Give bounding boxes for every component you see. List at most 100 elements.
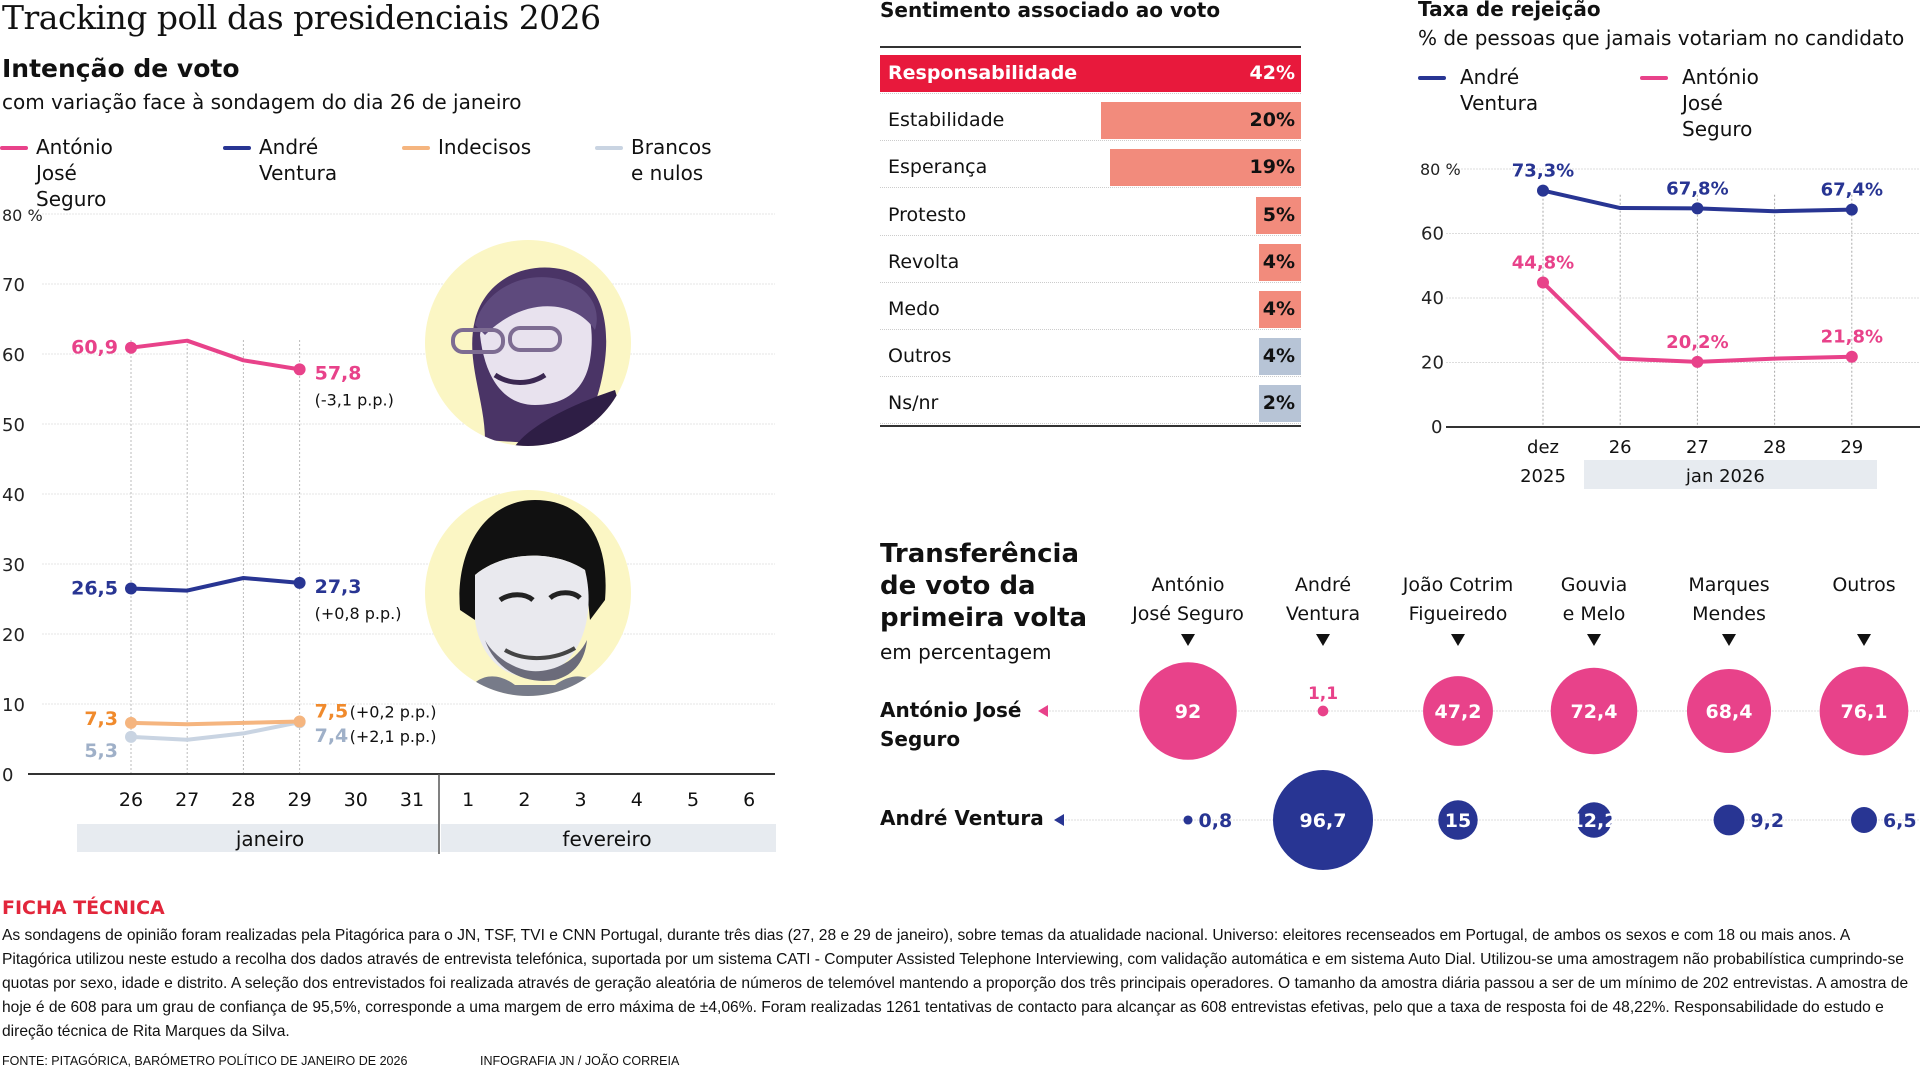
x-tick-label: 31: [400, 789, 424, 811]
bubble-value-label: 0,8: [1199, 810, 1233, 832]
bar-value-label: 4%: [1262, 298, 1295, 320]
row-label: António José Seguro: [880, 698, 1022, 751]
bar-category-label: Revolta: [888, 250, 960, 273]
legend-label: António José Seguro: [36, 135, 113, 211]
bar-value-label: 2%: [1262, 392, 1295, 415]
x-tick-label: 5: [687, 789, 699, 811]
y-tick-label: 60: [2, 345, 25, 366]
bar-row: Medo 4%: [880, 286, 1301, 330]
value-label: 44,8%: [1512, 253, 1574, 274]
section-caption-transferencia: em percentagem: [880, 640, 1052, 664]
portrait-seguro-icon: [451, 267, 631, 446]
bubble: [1273, 770, 1373, 870]
row-label: André Ventura: [880, 806, 1044, 830]
bar-category-label: Ns/nr: [888, 392, 939, 415]
bubble-value-label: 1,1: [1308, 684, 1338, 704]
triangle-left-icon: [1054, 814, 1064, 826]
y-tick-label: 80 %: [1420, 160, 1461, 179]
y-tick-label: 80 %: [2, 206, 43, 225]
legend-label: André Ventura: [1460, 65, 1539, 115]
bar-row: Estabilidade 20%: [880, 97, 1301, 142]
x-sub-label: 2025: [1520, 466, 1566, 487]
bubble-value-label: 72,4: [1571, 701, 1618, 723]
sentimento-bottom-rule: [880, 425, 1301, 427]
bar-row: Revolta 4%: [880, 239, 1301, 283]
start-value-label: 5,3: [84, 740, 118, 762]
x-sub-label: jan 2026: [1685, 466, 1765, 487]
value-label: 67,4%: [1821, 180, 1883, 201]
triangle-down-icon: [1181, 634, 1195, 646]
start-value-label: 60,9: [71, 337, 118, 359]
legend-swatch-icon: [1640, 76, 1668, 80]
column-header: João Cotrim Figueiredo: [1402, 574, 1514, 625]
bar: [1109, 149, 1301, 187]
data-point: [1537, 276, 1549, 289]
bubble: [1686, 668, 1772, 754]
legend-swatch-icon: [595, 146, 623, 150]
bar-category-label: Responsabilidade: [888, 62, 1078, 84]
x-tick-label: 2: [518, 789, 530, 811]
end-value-label: 7,5: [315, 701, 349, 723]
series-line-1: [130, 576, 300, 593]
data-point: [125, 341, 137, 354]
legend-label: Brancos e nulos: [631, 135, 712, 185]
legend-label: António José Seguro: [1682, 65, 1759, 141]
y-tick-label: 40: [1421, 288, 1444, 309]
x-tick-label: 28: [231, 789, 255, 811]
x-tick-label: 27: [175, 789, 199, 811]
bubble-value-label: 96,7: [1300, 810, 1347, 832]
month-band-janeiro: [77, 824, 438, 852]
series-line-3: [130, 720, 300, 742]
month-band: [1584, 460, 1877, 489]
bar-value-label: 20%: [1249, 109, 1295, 132]
sentimento-top-rule: [880, 46, 1301, 48]
data-point: [293, 715, 306, 728]
bar-category-label: Outros: [888, 345, 952, 368]
bubble-value-label: 9,2: [1750, 810, 1784, 832]
x-tick-label: 6: [743, 789, 755, 811]
bar: [1259, 338, 1301, 376]
y-tick-label: 70: [2, 275, 25, 296]
value-label: 20,2%: [1666, 332, 1728, 353]
data-point: [293, 576, 306, 589]
bubble: [1576, 802, 1612, 838]
change-label: (+2,1 p.p.): [350, 727, 437, 746]
legend-swatch-icon: [0, 146, 28, 150]
start-value-label: 7,3: [84, 708, 118, 730]
bar-row: Responsabilidade 42%: [880, 50, 1301, 94]
x-tick-label: 28: [1763, 437, 1786, 458]
change-label: (-3,1 p.p.): [315, 390, 394, 409]
bubble-value-label: 68,4: [1706, 701, 1753, 723]
column-header: André Ventura: [1285, 574, 1361, 625]
month-label: fevereiro: [562, 827, 651, 851]
legend-label: Indecisos: [438, 135, 532, 159]
triangle-down-icon: [1587, 634, 1601, 646]
y-tick-label: 30: [2, 555, 25, 576]
column-header: Outros: [1832, 574, 1896, 596]
section-title-transferencia: Transferência de voto da primeira volta: [880, 539, 1088, 633]
x-tick-label: 29: [1840, 437, 1863, 458]
main-title: Tracking poll das presidenciais 2026: [2, 0, 601, 37]
value-label: 67,8%: [1666, 178, 1728, 199]
change-label: (+0,8 p.p.): [315, 604, 402, 623]
data-point: [1691, 355, 1704, 368]
bubble-value-label: 76,1: [1841, 701, 1888, 723]
bubble-value-label: 12,2: [1571, 810, 1618, 832]
ficha-tecnica-title: FICHA TÉCNICA: [2, 897, 165, 919]
data-point: [1845, 203, 1858, 216]
bubble: [1438, 800, 1478, 840]
series-line-2: [130, 719, 300, 727]
footer-credit: INFOGRAFIA JN / JOÃO CORREIA: [480, 1054, 680, 1068]
bar-category-label: Protesto: [888, 203, 967, 226]
footer-source: FONTE: PITAGÓRICA, BARÓMETRO POLÍTICO DE…: [2, 1054, 408, 1068]
triangle-down-icon: [1857, 634, 1871, 646]
bar-value-label: 42%: [1249, 62, 1295, 84]
bar-value-label: 5%: [1262, 203, 1295, 226]
ficha-tecnica-text: As sondagens de opinião foram realizadas…: [2, 927, 1909, 1040]
y-tick-label: 0: [2, 765, 13, 786]
bubble: [1183, 815, 1193, 825]
y-tick-label: 40: [2, 485, 25, 506]
x-tick-label: 27: [1686, 437, 1709, 458]
y-tick-label: 20: [1421, 353, 1444, 374]
portrait-ventura: [425, 490, 631, 696]
